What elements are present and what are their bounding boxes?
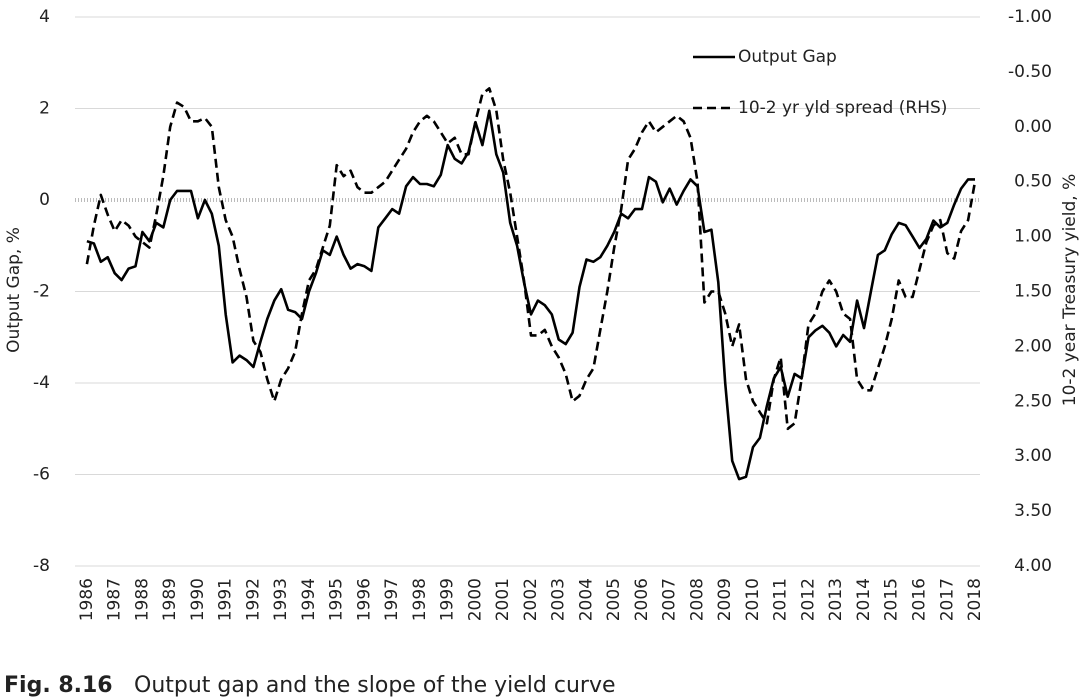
x-tick-label: 2004 (576, 578, 596, 621)
x-tick-label: 2014 (854, 578, 874, 621)
caption: Output gap and the slope of the yield cu… (134, 673, 616, 698)
x-tick-label: 1992 (243, 578, 263, 621)
series-line (85, 87, 977, 431)
x-tick-label: 2010 (743, 578, 763, 621)
x-tick-label: 2017 (937, 578, 957, 621)
y2-tick-label: 2.00 (1014, 336, 1052, 356)
y-tick-label: -8 (33, 556, 50, 576)
y2-axis-label: 10-2 year Treasury yield, % (1060, 174, 1080, 407)
y-axis-label: Output Gap, % (4, 227, 24, 353)
x-tick-label: 1989 (160, 578, 180, 621)
x-tick-label: 1996 (354, 578, 374, 621)
x-tick-label: 2016 (910, 578, 930, 621)
x-tick-label: 2005 (604, 578, 624, 621)
x-tick-label: 2009 (715, 578, 735, 621)
x-tick-label: 2011 (771, 578, 791, 621)
y-tick-label: 2 (39, 99, 50, 119)
x-tick-label: 2003 (549, 578, 569, 621)
x-tick-label: 2000 (465, 578, 485, 621)
x-tick-label: 1991 (216, 578, 236, 621)
x-tick-label: 1998 (410, 578, 430, 621)
x-tick-label: 1995 (327, 578, 347, 621)
y2-tick-label: 4.00 (1014, 556, 1052, 576)
y-tick-label: -6 (33, 465, 50, 485)
y2-tick-label: 0.50 (1014, 172, 1052, 192)
x-tick-label: 1986 (77, 578, 97, 621)
x-tick-label: 1987 (105, 578, 125, 621)
y-tick-label: -2 (33, 282, 50, 302)
x-tick-label: 1988 (132, 578, 152, 621)
y2-tick-label: 3.50 (1014, 501, 1052, 521)
x-tick-label: 1994 (299, 578, 319, 621)
x-tick-label: 2012 (798, 578, 818, 621)
y2-tick-label: 3.00 (1014, 446, 1052, 466)
x-tick-label: 1999 (438, 578, 458, 621)
legend-label: Output Gap (738, 47, 837, 67)
caption-label: Fig. 8.16 (4, 673, 113, 698)
y2-tick-label: -0.50 (1008, 62, 1052, 82)
x-tick-label: 1993 (271, 578, 291, 621)
legend-label: 10-2 yr yld spread (RHS) (738, 98, 947, 118)
series-line (86, 109, 975, 481)
x-tick-label: 2006 (632, 578, 652, 621)
y2-tick-label: 1.50 (1014, 282, 1052, 302)
x-tick-label: 2008 (687, 578, 707, 621)
x-tick-label: 2013 (826, 578, 846, 621)
y-tick-label: -4 (33, 373, 50, 393)
x-tick-label: 1990 (188, 578, 208, 621)
y2-tick-label: -1.00 (1008, 7, 1052, 27)
y-tick-label: 4 (39, 7, 50, 27)
y2-tick-label: 2.50 (1014, 391, 1052, 411)
x-tick-label: 2002 (521, 578, 541, 621)
x-tick-label: 1997 (382, 578, 402, 621)
y-tick-label: 0 (39, 190, 50, 210)
y2-tick-label: 1.00 (1014, 227, 1052, 247)
x-tick-label: 2015 (882, 578, 902, 621)
x-tick-label: 2018 (965, 578, 985, 621)
x-tick-label: 2007 (660, 578, 680, 621)
x-tick-label: 2001 (493, 578, 513, 621)
y2-tick-label: 0.00 (1014, 117, 1052, 137)
